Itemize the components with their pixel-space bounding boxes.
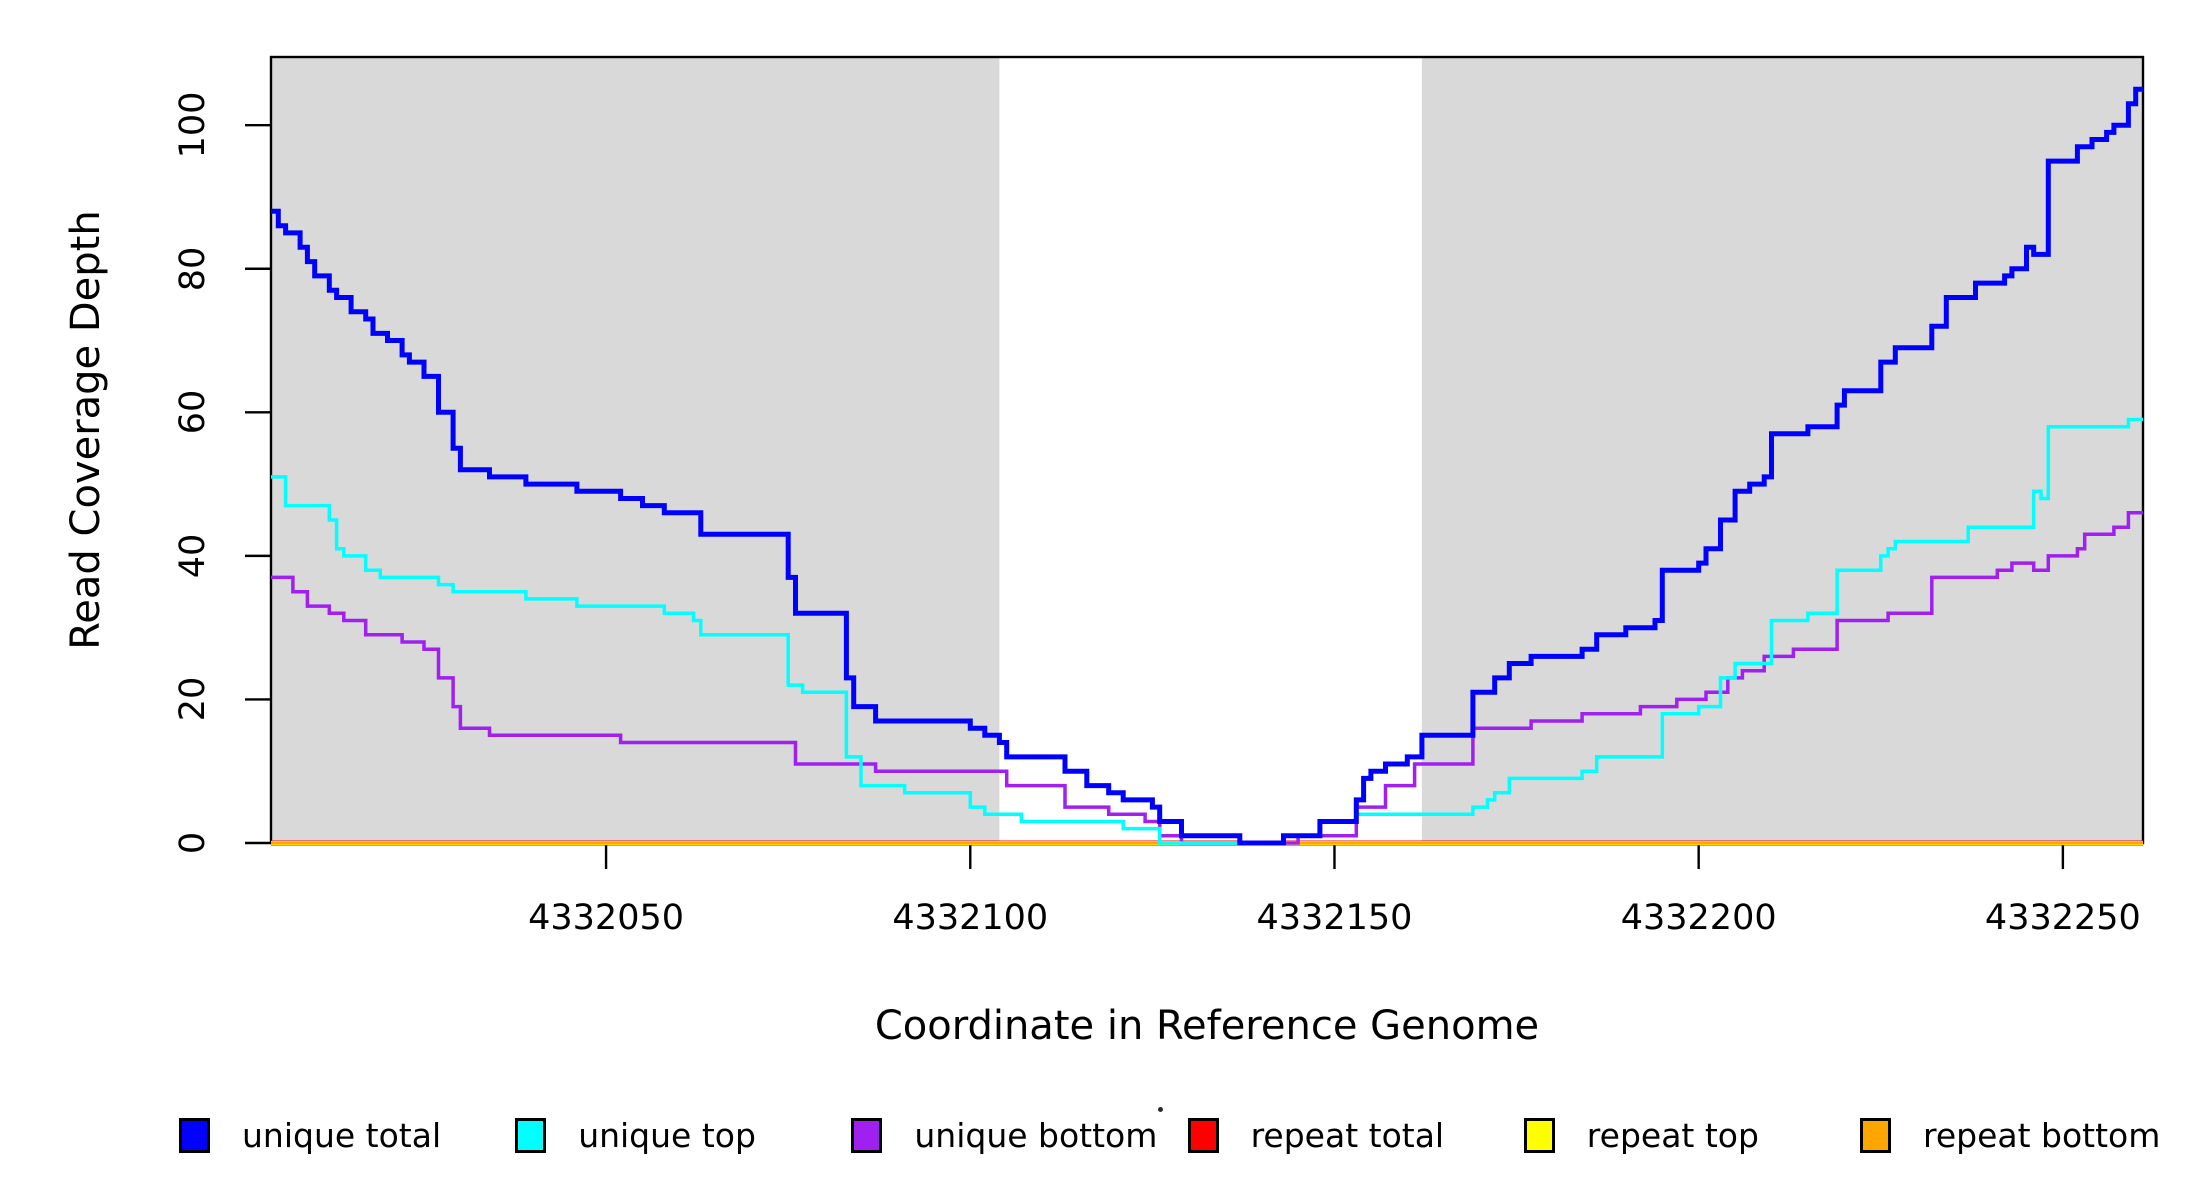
x-tick-label-1: 4332100	[892, 898, 1049, 938]
legend: unique total unique top unique bottom repea…	[0, 1115, 2200, 1155]
legend-swatch-repeat-total	[1187, 1117, 1219, 1153]
x-tick-label-2: 4332150	[1256, 898, 1413, 938]
series-unique-bottom	[271, 511, 2143, 845]
legend-item-repeat-bottom: repeat bottom	[1860, 1115, 2161, 1155]
legend-swatch-repeat-bottom	[1860, 1117, 1891, 1153]
shaded-region-1	[1421, 57, 2143, 843]
shaded-region-0	[271, 57, 1000, 843]
legend-swatch-unique-total	[179, 1117, 210, 1153]
legend-item-unique-top: unique top	[515, 1115, 756, 1155]
y-tick-label-0: 0	[173, 831, 213, 855]
legend-label-repeat-total: repeat total	[1250, 1115, 1445, 1155]
legend-label-repeat-top: repeat top	[1586, 1115, 1759, 1155]
x-axis-title: Coordinate in Reference Genome	[874, 1003, 1540, 1049]
y-tick-label-3: 60	[173, 390, 213, 435]
legend-label-unique-top: unique top	[578, 1115, 756, 1155]
legend-item-unique-total: unique total	[179, 1115, 442, 1155]
legend-label-unique-bottom: unique bottom	[914, 1115, 1158, 1155]
legend-swatch-unique-top	[515, 1117, 547, 1153]
series-unique-total	[271, 86, 2143, 846]
y-axis-title: Read Coverage Depth	[63, 210, 109, 650]
x-tick-label-4: 4332250	[1984, 898, 2141, 938]
stray-dot-mark	[1158, 1107, 1163, 1112]
legend-item-repeat-top: repeat top	[1523, 1115, 1759, 1155]
y-tick-label-4: 80	[173, 246, 213, 292]
legend-swatch-unique-bottom	[851, 1117, 883, 1153]
x-tick-label-3: 4332200	[1620, 898, 1777, 938]
legend-item-unique-bottom: unique bottom	[851, 1115, 1158, 1155]
legend-swatch-repeat-top	[1523, 1117, 1555, 1153]
legend-label-unique-total: unique total	[242, 1115, 442, 1155]
x-tick-label-0: 4332050	[528, 898, 685, 938]
y-tick-label-5: 100	[173, 91, 213, 159]
legend-item-repeat-total: repeat total	[1187, 1115, 1445, 1155]
legend-label-repeat-bottom: repeat bottom	[1923, 1115, 2161, 1155]
y-tick-label-2: 40	[173, 533, 213, 579]
y-tick-label-1: 20	[173, 677, 213, 722]
